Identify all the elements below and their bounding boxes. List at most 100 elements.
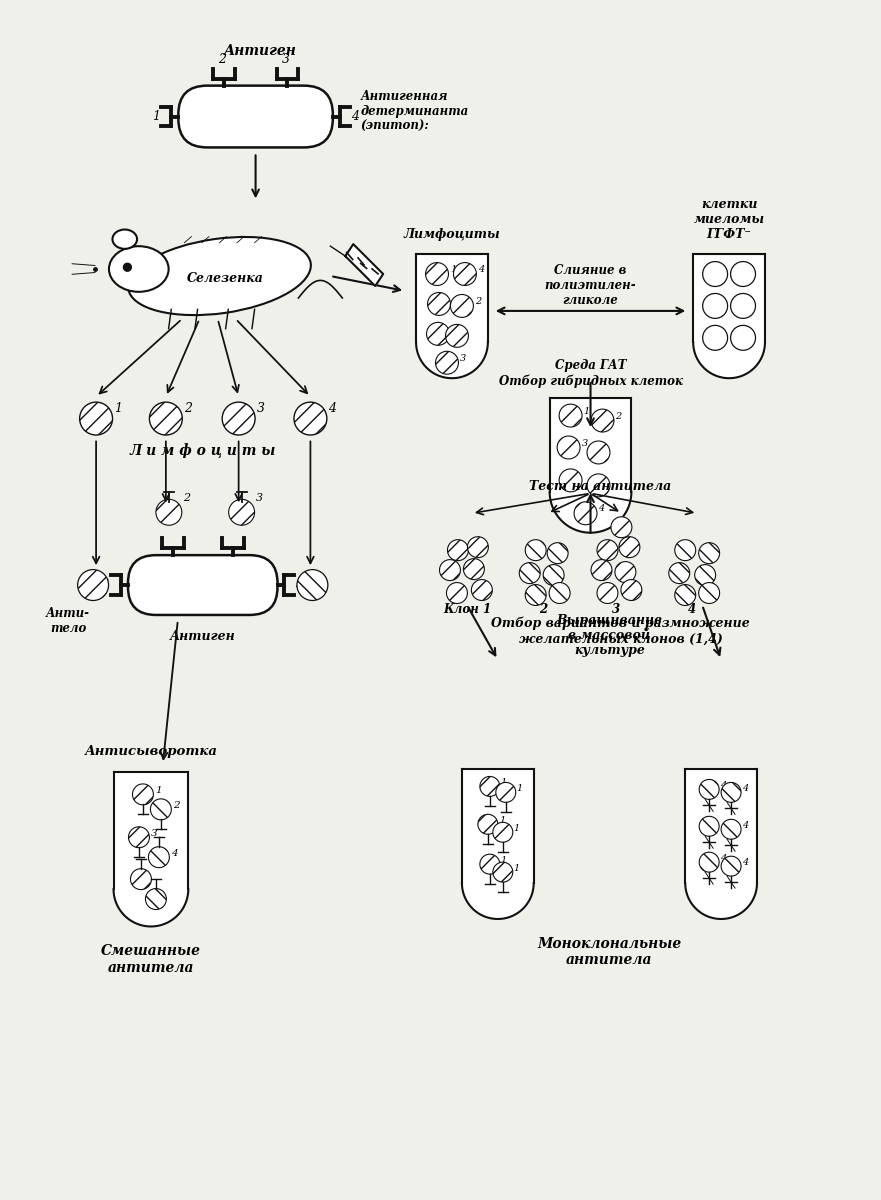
Circle shape <box>480 854 500 874</box>
Circle shape <box>156 499 181 526</box>
Circle shape <box>587 474 610 497</box>
Text: 1: 1 <box>514 864 520 872</box>
Circle shape <box>447 582 468 604</box>
Text: 3: 3 <box>282 53 290 66</box>
Ellipse shape <box>128 236 311 316</box>
Circle shape <box>426 263 448 286</box>
Circle shape <box>730 294 756 318</box>
Text: Антиген: Антиген <box>224 43 297 58</box>
Text: Антиген: Антиген <box>170 630 235 643</box>
Circle shape <box>703 294 728 318</box>
FancyBboxPatch shape <box>178 85 333 148</box>
Polygon shape <box>693 253 765 378</box>
Text: 2: 2 <box>475 296 481 306</box>
Text: Антисыворотка: Антисыворотка <box>85 745 218 758</box>
Text: Тест на антитела: Тест на антитела <box>529 480 671 493</box>
Circle shape <box>129 827 150 847</box>
Text: Выращивание
в массовой
культуре: Выращивание в массовой культуре <box>557 614 663 656</box>
Polygon shape <box>114 772 189 926</box>
Circle shape <box>151 799 171 820</box>
Circle shape <box>454 263 477 286</box>
Circle shape <box>557 436 580 458</box>
Circle shape <box>615 562 636 582</box>
Circle shape <box>611 517 632 538</box>
Circle shape <box>722 782 741 803</box>
Circle shape <box>574 502 597 524</box>
Text: 4: 4 <box>742 821 748 829</box>
Circle shape <box>435 352 458 374</box>
Text: 2: 2 <box>183 493 190 503</box>
Ellipse shape <box>113 229 137 248</box>
Text: 3: 3 <box>255 493 263 503</box>
Polygon shape <box>462 769 534 919</box>
Polygon shape <box>550 398 632 533</box>
Circle shape <box>591 559 612 581</box>
Circle shape <box>722 856 741 876</box>
Circle shape <box>450 294 473 317</box>
Circle shape <box>730 325 756 350</box>
Text: клетки
миеломы
ГГФТ⁻: клетки миеломы ГГФТ⁻ <box>693 198 765 241</box>
Circle shape <box>559 404 582 427</box>
Text: Селезенка: Селезенка <box>188 271 264 284</box>
Text: 1: 1 <box>514 823 520 833</box>
Circle shape <box>619 536 640 558</box>
Circle shape <box>148 847 169 868</box>
Text: 2: 2 <box>538 602 547 616</box>
Text: 2: 2 <box>218 53 226 66</box>
Text: 4: 4 <box>478 265 485 274</box>
Text: 3: 3 <box>612 602 620 616</box>
Circle shape <box>297 570 328 600</box>
Text: Анти-
тело: Анти- тело <box>46 607 90 635</box>
Text: Л и м ф о ц и т ы: Л и м ф о ц и т ы <box>130 444 276 460</box>
Text: Лимфоциты: Лимфоциты <box>403 228 500 241</box>
Circle shape <box>78 570 108 600</box>
Circle shape <box>559 469 582 492</box>
Circle shape <box>123 263 131 271</box>
Circle shape <box>426 323 449 346</box>
Text: 3: 3 <box>460 354 466 362</box>
Circle shape <box>703 262 728 287</box>
Text: 4: 4 <box>329 402 337 415</box>
Circle shape <box>132 784 153 805</box>
Circle shape <box>587 442 610 464</box>
Polygon shape <box>685 769 757 919</box>
Circle shape <box>730 262 756 287</box>
Text: Среда ГАТ
Отбор гибридных клеток: Среда ГАТ Отбор гибридных клеток <box>499 360 683 388</box>
Polygon shape <box>416 253 488 378</box>
Text: Антигенная
детерминанта
(эпитоп):: Антигенная детерминанта (эпитоп): <box>360 90 469 133</box>
Text: 1: 1 <box>500 778 507 787</box>
Circle shape <box>145 888 167 910</box>
Text: 4: 4 <box>720 781 726 790</box>
Circle shape <box>478 815 498 834</box>
Polygon shape <box>345 244 383 286</box>
Circle shape <box>675 540 696 560</box>
Circle shape <box>525 584 546 606</box>
Text: 4: 4 <box>742 784 748 793</box>
Circle shape <box>294 402 327 436</box>
Text: 2: 2 <box>616 412 622 420</box>
Circle shape <box>700 780 719 799</box>
Circle shape <box>621 580 642 600</box>
Text: 1: 1 <box>517 784 523 793</box>
Circle shape <box>669 563 690 583</box>
Circle shape <box>471 580 492 600</box>
Text: 4: 4 <box>351 110 359 124</box>
FancyBboxPatch shape <box>128 556 278 614</box>
Text: 1: 1 <box>102 578 110 592</box>
Circle shape <box>440 559 461 581</box>
Text: 1: 1 <box>583 407 589 415</box>
Circle shape <box>699 582 720 604</box>
Circle shape <box>480 776 500 797</box>
Text: Слияние в
полиэтилен-
гликоле: Слияние в полиэтилен- гликоле <box>544 264 636 307</box>
Text: 4: 4 <box>720 853 726 863</box>
Circle shape <box>468 536 488 558</box>
Circle shape <box>496 782 515 803</box>
Text: 1: 1 <box>152 110 160 124</box>
Text: 4: 4 <box>295 578 303 592</box>
Circle shape <box>79 402 113 436</box>
Circle shape <box>492 862 513 882</box>
Circle shape <box>547 542 568 564</box>
Circle shape <box>519 563 540 583</box>
Circle shape <box>549 582 570 604</box>
Text: 3: 3 <box>256 402 264 415</box>
